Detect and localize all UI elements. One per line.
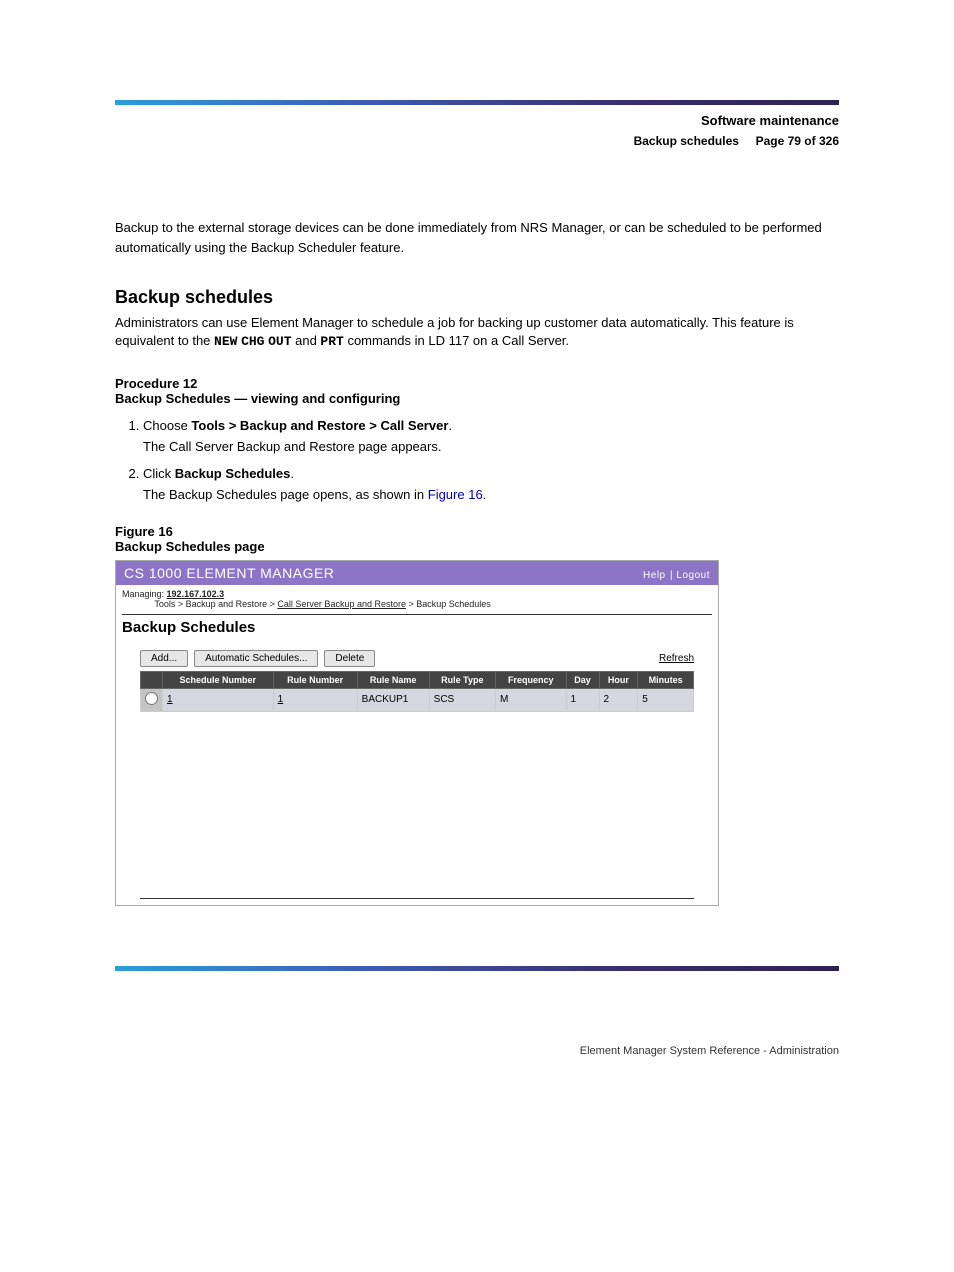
cell-frequency: M [496,688,566,711]
step-2: Click Backup Schedules. The Backup Sched… [143,464,839,506]
cell-day: 1 [566,688,599,711]
breadcrumb: Managing: 192.167.102.3 Tools > Backup a… [116,585,718,612]
cell-rule-name: BACKUP1 [357,688,429,711]
logout-link[interactable]: Logout [676,570,710,581]
col-rule-name: Rule Name [357,671,429,688]
col-day: Day [566,671,599,688]
cmd-chg: CHG [241,334,264,349]
table-row[interactable]: 1 1 BACKUP1 SCS M 1 2 5 [141,688,694,711]
page-title: Backup Schedules [116,615,718,644]
crumb-link[interactable]: Call Server Backup and Restore [277,599,406,609]
intro-paragraph: Backup to the external storage devices c… [115,218,839,257]
row-select-radio[interactable] [145,692,158,705]
blank-area [116,718,718,898]
cell-minutes: 5 [638,688,694,711]
col-rule-type: Rule Type [429,671,495,688]
col-frequency: Frequency [496,671,566,688]
managing-ip[interactable]: 192.167.102.3 [167,589,225,599]
refresh-link[interactable]: Refresh [659,653,694,664]
chapter-sub: Backup schedules Page 79 of 326 [0,128,954,148]
footer-text: Element Manager System Reference - Admin… [0,1031,954,1057]
cell-schedule-number[interactable]: 1 [167,694,173,705]
section-title: Backup schedules [115,287,839,308]
col-schedule-number: Schedule Number [163,671,274,688]
screenshot-header: CS 1000 ELEMENT MANAGER Help | Logout [116,561,718,585]
col-hour: Hour [599,671,638,688]
col-radio [141,671,163,688]
cmd-out: OUT [268,334,291,349]
add-button[interactable]: Add... [140,650,188,667]
cmd-new: NEW [214,334,237,349]
automatic-schedules-button[interactable]: Automatic Schedules... [194,650,318,667]
bottom-gradient-bar [115,966,839,971]
chapter-head: Software maintenance [0,105,954,128]
cell-rule-number[interactable]: 1 [278,694,284,705]
schedules-table: Schedule Number Rule Number Rule Name Ru… [140,671,694,712]
col-rule-number: Rule Number [273,671,357,688]
delete-button[interactable]: Delete [324,650,375,667]
toolbar: Add... Automatic Schedules... Delete Ref… [116,644,718,671]
figure-caption: Figure 16Backup Schedules page [115,524,839,554]
step-1: Choose Tools > Backup and Restore > Call… [143,416,839,458]
divider-bottom [140,898,694,899]
app-title: CS 1000 ELEMENT MANAGER [124,565,334,581]
section-paragraph: Administrators can use Element Manager t… [115,314,839,351]
cell-hour: 2 [599,688,638,711]
help-link[interactable]: Help [643,570,666,581]
cell-rule-type: SCS [429,688,495,711]
col-minutes: Minutes [638,671,694,688]
procedure-heading: Procedure 12 Backup Schedules — viewing … [115,376,839,406]
cmd-prt: PRT [320,334,343,349]
screenshot-frame: CS 1000 ELEMENT MANAGER Help | Logout Ma… [115,560,719,906]
